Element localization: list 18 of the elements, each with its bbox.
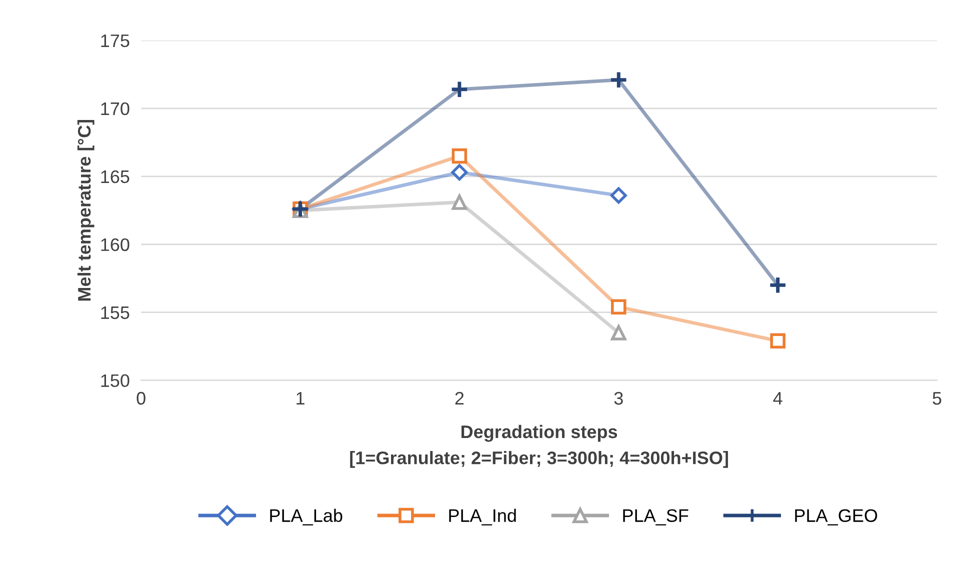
legend-label: PLA_Ind [449, 508, 516, 526]
x-tick-label: 4 [773, 392, 782, 405]
y-tick-label: 160 [101, 238, 130, 252]
y-tick-label: 165 [101, 170, 130, 184]
x-tick-label: 2 [455, 392, 464, 405]
y-tick-label: 170 [101, 102, 130, 116]
x-axis-title: Degradation steps [1=Granulate; 2=Fiber; 3=300h; 4=300h+ISO] [350, 424, 728, 468]
x-tick-label: 1 [296, 392, 304, 405]
y-tick-label: 175 [101, 34, 130, 48]
x-tick-label: 5 [932, 392, 942, 405]
y-tick-label: 155 [101, 306, 130, 320]
legend-label: PLA_SF [623, 509, 688, 526]
legend-label: PLA_Lab [270, 508, 342, 526]
y-tick-label: 150 [101, 374, 130, 388]
legend-label: PLA_GEO [795, 509, 878, 526]
y-axis-title: Melt temperature [°C] [77, 120, 94, 301]
x-tick-label: 0 [136, 392, 146, 405]
x-tick-label: 3 [614, 392, 623, 405]
